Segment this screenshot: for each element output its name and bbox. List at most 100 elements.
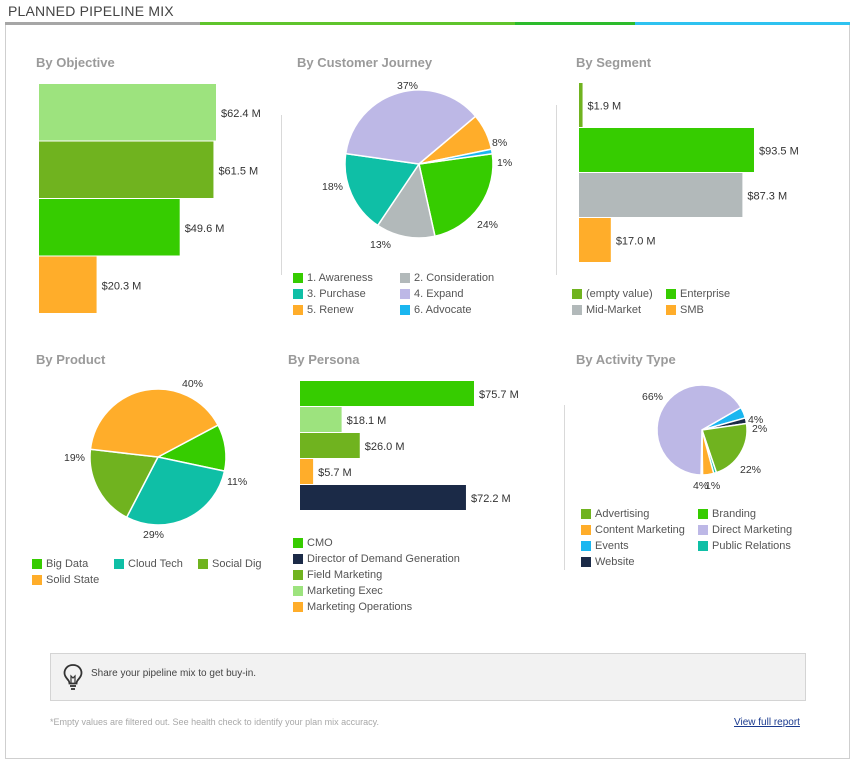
legend-label: Social Dig — [212, 558, 262, 570]
legend-swatch — [581, 509, 591, 519]
pie-value-label: 4% — [693, 480, 708, 492]
pipeline-card — [5, 25, 850, 759]
legend-label: Direct Marketing — [712, 524, 793, 536]
activity-pie-chart: 4%2%22%1%4%66% — [642, 384, 767, 492]
bar-value-label: $1.9 M — [588, 101, 622, 113]
bar[interactable] — [39, 256, 97, 314]
bar[interactable] — [300, 433, 360, 458]
legend-swatch — [698, 509, 708, 519]
bar[interactable] — [39, 84, 216, 141]
legend-swatch — [666, 289, 676, 299]
legend-swatch — [572, 305, 582, 315]
legend-item[interactable]: 1. Awareness — [293, 272, 373, 284]
section-title-objective: By Objective — [36, 55, 115, 70]
bar[interactable] — [300, 485, 466, 510]
bar[interactable] — [300, 459, 314, 484]
legend-item[interactable]: 2. Consideration — [400, 272, 494, 284]
pie-slice[interactable] — [376, 162, 436, 239]
bar[interactable] — [579, 218, 611, 262]
legend-item[interactable]: Website — [581, 556, 635, 568]
legend-item[interactable]: Field Marketing — [293, 569, 382, 581]
bar[interactable] — [300, 407, 342, 432]
bar[interactable] — [39, 141, 214, 199]
legend-label: 6. Advocate — [414, 304, 472, 316]
pie-slice[interactable] — [418, 152, 494, 238]
legend-swatch — [293, 305, 303, 315]
legend-label: 4. Expand — [414, 288, 464, 300]
pie-slice[interactable] — [418, 148, 494, 165]
pie-slice[interactable] — [89, 388, 220, 458]
legend-item[interactable]: 3. Purchase — [293, 288, 366, 300]
legend-item[interactable]: CMO — [293, 537, 333, 549]
legend-label: (empty value) — [586, 288, 653, 300]
bar[interactable] — [579, 83, 583, 127]
legend-swatch — [400, 305, 410, 315]
legend-item[interactable]: Social Dig — [198, 558, 262, 570]
legend-item[interactable]: Direct Marketing — [698, 524, 792, 536]
divider — [556, 105, 557, 275]
pie-slice[interactable] — [656, 384, 742, 476]
legend-item[interactable]: Marketing Exec — [293, 585, 383, 597]
pie-value-label: 1% — [705, 480, 720, 492]
title-bar-segment — [5, 22, 200, 25]
legend-swatch — [114, 559, 124, 569]
legend-item[interactable]: 4. Expand — [400, 288, 464, 300]
view-full-report-link[interactable]: View full report — [734, 717, 800, 728]
legend-label: Branding — [712, 508, 757, 520]
bar[interactable] — [300, 381, 474, 406]
journey-pie-chart: 24% 13% 18% 37% 8% 1% — [322, 80, 512, 251]
pie-slice[interactable] — [701, 422, 748, 474]
objective-bar-chart: $62.4 M $61.5 M $49.6 M $20.3 M — [39, 84, 261, 314]
legend-item[interactable]: Events — [581, 540, 629, 552]
legend-item[interactable]: Public Relations — [698, 540, 791, 552]
legend-swatch — [198, 559, 208, 569]
legend-item[interactable]: Enterprise — [666, 288, 730, 300]
legend-item[interactable]: 5. Renew — [293, 304, 353, 316]
pie-value-label: 2% — [752, 423, 767, 435]
legend-item[interactable]: Advertising — [581, 508, 649, 520]
bar[interactable] — [39, 199, 180, 256]
bar-value-label: $26.0 M — [365, 441, 405, 453]
legend-item[interactable]: Content Marketing — [581, 524, 685, 536]
bar[interactable] — [579, 128, 754, 172]
legend-item[interactable]: SMB — [666, 304, 704, 316]
legend-label: 1. Awareness — [307, 272, 373, 284]
legend-label: 3. Purchase — [307, 288, 366, 300]
bar-value-label: $93.5 M — [759, 146, 799, 158]
title-bar-segment — [515, 22, 635, 25]
legend-item[interactable]: Marketing Operations — [293, 601, 412, 613]
legend-item[interactable]: Cloud Tech — [114, 558, 183, 570]
section-title-activity: By Activity Type — [576, 352, 676, 367]
bar-value-label: $87.3 M — [747, 191, 787, 203]
persona-bar-chart: $75.7 M $18.1 M $26.0 M $5.7 M $72.2 M — [300, 381, 519, 510]
legend-item[interactable]: Branding — [698, 508, 756, 520]
bar[interactable] — [579, 173, 743, 217]
legend-label: Field Marketing — [307, 569, 383, 581]
section-title-journey: By Customer Journey — [297, 55, 433, 70]
legend-item[interactable]: Director of Demand Generation — [293, 553, 460, 565]
pie-slice[interactable] — [344, 89, 477, 165]
pie-value-label: 37% — [397, 80, 418, 92]
bar-value-label: $17.0 M — [616, 236, 656, 248]
pie-slice[interactable] — [344, 152, 421, 227]
legend-item[interactable]: Solid State — [32, 574, 99, 586]
pie-value-label: 4% — [748, 414, 763, 426]
legend-item[interactable]: Big Data — [32, 558, 88, 570]
pie-value-label: 11% — [227, 476, 247, 488]
pie-slice[interactable] — [89, 448, 160, 519]
legend-label: Content Marketing — [595, 524, 685, 536]
pie-value-label: 8% — [492, 137, 507, 149]
legend-swatch — [293, 586, 303, 596]
legend-label: 2. Consideration — [414, 272, 495, 284]
legend-swatch — [293, 538, 303, 548]
tip-banner: Share your pipeline mix to get buy-in. — [50, 653, 806, 701]
legend-item[interactable]: 6. Advocate — [400, 304, 472, 316]
legend-item[interactable]: Mid-Market — [572, 304, 641, 316]
legend-label: Solid State — [46, 574, 100, 586]
legend-label: Advertising — [595, 508, 650, 520]
legend-label: Cloud Tech — [128, 558, 183, 570]
pie-slice[interactable] — [125, 456, 226, 526]
legend-swatch — [581, 525, 591, 535]
bar-value-label: $20.3 M — [102, 280, 142, 292]
legend-item[interactable]: (empty value) — [572, 288, 653, 300]
